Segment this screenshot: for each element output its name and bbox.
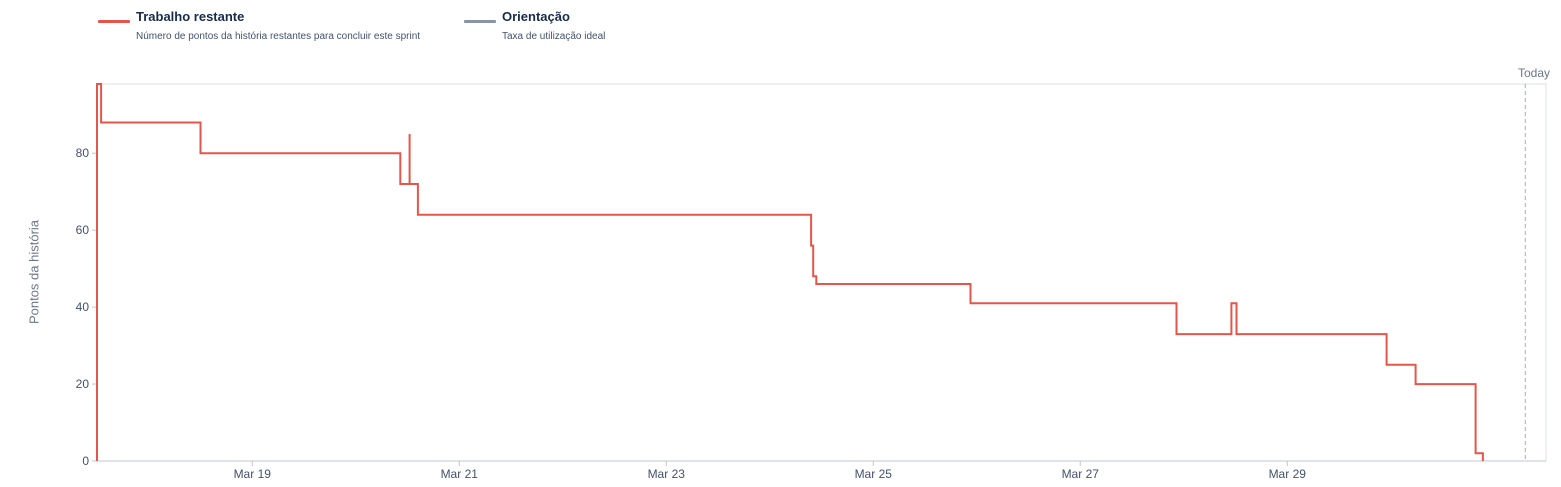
y-tick-label: 0 (82, 454, 89, 468)
today-label: Today (1518, 66, 1550, 80)
remaining-work-line (96, 83, 1484, 461)
legend-title-guideline: Orientação (502, 9, 570, 24)
x-tick-label: Mar 25 (855, 467, 893, 481)
legend-swatch-remaining-work (98, 20, 130, 23)
x-tick-label: Mar 29 (1269, 467, 1307, 481)
plot-area-frame (96, 83, 1547, 462)
y-tick-label: 60 (76, 223, 90, 237)
legend-title-remaining-work: Trabalho restante (136, 9, 245, 24)
x-tick-label: Mar 27 (1062, 467, 1100, 481)
y-tick-label: 20 (76, 377, 90, 391)
legend-description-remaining-work: Número de pontos da história restantes p… (136, 31, 421, 42)
x-tick-label: Mar 19 (234, 467, 272, 481)
x-tick-label: Mar 23 (648, 467, 686, 481)
x-tick-label: Mar 21 (441, 467, 479, 481)
legend-description-guideline: Taxa de utilização ideal (502, 31, 606, 42)
y-tick-label: 80 (76, 146, 90, 160)
legend-swatch-guideline (464, 20, 496, 23)
y-tick-label: 40 (76, 300, 90, 314)
